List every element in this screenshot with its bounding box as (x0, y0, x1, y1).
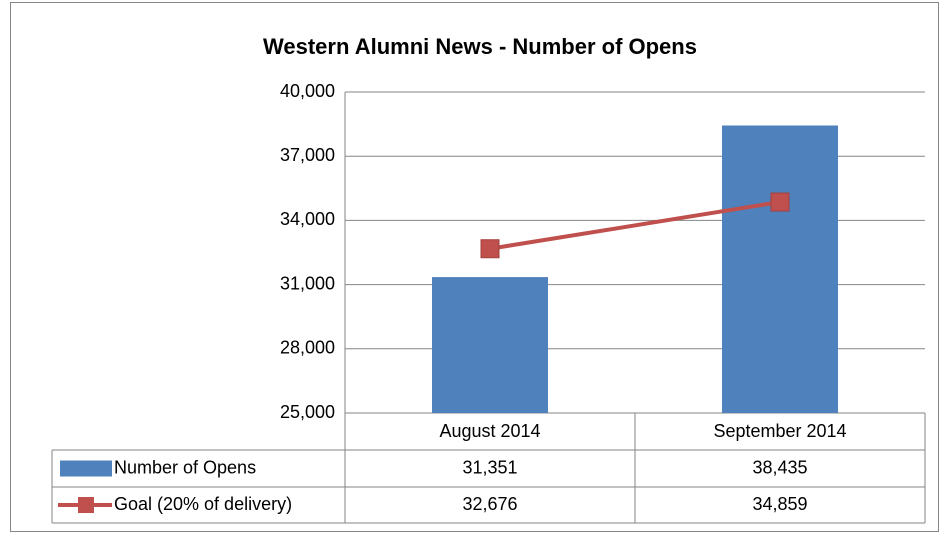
y-tick-label: 40,000 (280, 81, 335, 101)
y-tick-label: 25,000 (280, 402, 335, 422)
table-value: 34,859 (752, 494, 807, 514)
y-tick-label: 34,000 (280, 209, 335, 229)
bar (432, 277, 548, 413)
line-marker (480, 239, 500, 259)
table-value: 32,676 (462, 494, 517, 514)
x-tick-label: August 2014 (439, 421, 540, 441)
y-tick-label: 37,000 (280, 145, 335, 165)
y-tick-label: 28,000 (280, 338, 335, 358)
legend-key (78, 497, 94, 513)
bar (722, 125, 838, 413)
line (489, 200, 781, 251)
chart-title: Western Alumni News - Number of Opens (263, 34, 697, 59)
table-value: 31,351 (462, 457, 517, 477)
table-value: 38,435 (752, 457, 807, 477)
line-marker (770, 192, 790, 212)
legend-key (60, 460, 112, 477)
x-tick-label: September 2014 (713, 421, 846, 441)
legend-label: Number of Opens (114, 457, 256, 477)
legend-label: Goal (20% of delivery) (114, 494, 292, 514)
y-tick-label: 31,000 (280, 273, 335, 293)
